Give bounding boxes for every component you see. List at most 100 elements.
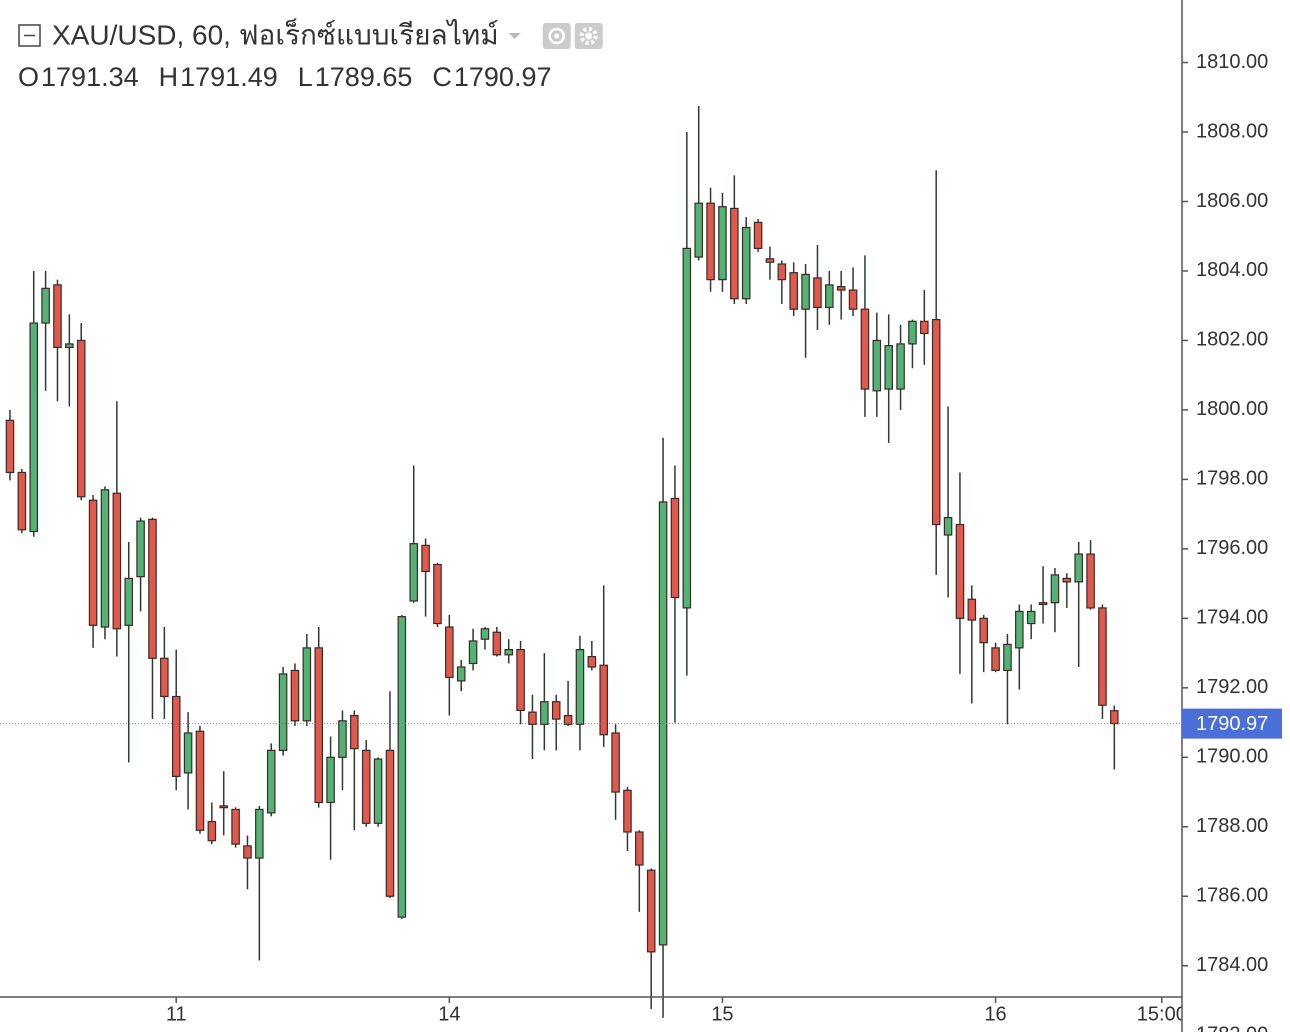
candle-body [646,869,656,953]
y-tick-label: 1798.00 [1196,468,1268,490]
candle-body [112,492,122,630]
candle-body [920,320,929,335]
candle-body [1074,553,1083,583]
y-tick-label: 1790.00 [1196,746,1268,768]
candle-body [338,720,347,758]
y-tick-label: 1802.00 [1196,329,1268,351]
candle-body [53,284,62,348]
candle-body [17,471,27,531]
candle-body [148,518,157,659]
candle-body [848,289,858,310]
candle-body [160,657,169,698]
candle-body [753,221,763,249]
candle-body [1050,574,1060,604]
ohlc-value: 1791.49 [180,62,278,92]
candle-body [1062,577,1072,583]
candle-body [991,647,1000,672]
candle-body [195,730,205,831]
candle-body [789,272,798,310]
candle-body [266,749,276,814]
candle-body [682,247,692,609]
candle-body [350,715,359,750]
candle-body [492,631,502,656]
ohlc-label: O [18,62,39,92]
candle-body [468,640,478,665]
header-icons [542,23,603,49]
candle-body [480,628,490,640]
last-price-label: 1790.97 [1196,713,1268,735]
candle-body [409,543,418,602]
y-tick-label: 1792.00 [1196,676,1268,698]
x-tick-label: 11 [166,1003,187,1025]
candle-body [955,523,965,619]
candle-body [1003,643,1012,672]
candle-body [979,617,988,644]
ohlc-label: L [298,62,313,92]
y-tick-label: 1796.00 [1196,537,1268,559]
candle-body [706,202,715,281]
ohlc-value: 1790.97 [454,62,552,92]
dropdown-caret[interactable] [508,33,521,39]
x-axis: 11 14 15 16 15:00 [166,997,1187,1025]
candle-body [1026,610,1036,625]
candle-body [207,820,217,842]
x-tick-label: 15:00 [1137,1003,1187,1025]
candle-body [373,758,383,824]
candle-body [278,673,288,751]
y-tick-label: 1808.00 [1196,120,1268,142]
x-tick-label: 16 [984,1003,1006,1025]
candle-body [943,517,953,536]
gear-center [585,32,593,40]
candle-body [836,285,846,291]
candle-body [551,701,561,720]
candle-body [860,308,870,390]
gear-icon [579,27,598,45]
candle-body [670,497,680,599]
candle-body [302,647,312,722]
chart-title: XAU/USD, 60, ฟอเร็กซ์แบบเรียลไทม์ [52,17,499,50]
candle-body [623,789,632,833]
candle-body [397,616,407,918]
y-tick-label: 1806.00 [1196,190,1268,212]
candle-body [516,649,525,712]
y-tick-label: 1800.00 [1196,398,1268,420]
plot-area [0,105,1182,1018]
candle-body [730,207,739,300]
candle-body [528,711,537,725]
collapse-icon[interactable] [18,24,41,47]
ohlc-label: C [432,62,452,92]
candle-body [611,732,620,793]
y-tick-label: 1786.00 [1196,885,1268,907]
candle-body [884,345,893,390]
candle-body [361,749,371,824]
candle-body [801,273,810,310]
candle-body [587,655,597,668]
candle-body [563,715,573,725]
candle-body [931,318,941,526]
candle-body [290,669,300,722]
candle-body [1038,602,1048,606]
candle-body [326,756,335,804]
y-tick-label: 1794.00 [1196,607,1268,629]
candle-body [694,202,703,258]
ohlc-value: 1789.65 [315,62,413,92]
candle-body [1086,553,1095,609]
candle-body [967,598,977,621]
candle-body [124,577,134,626]
candle-body [219,805,228,809]
candle-body [896,343,905,390]
candle-body [635,831,644,866]
eye-pupil [554,33,560,39]
legend-header: XAU/USD, 60, ฟอเร็กซ์แบบเรียลไทม์ O 1791.… [18,17,603,92]
ohlc-value: 1791.34 [41,62,139,92]
candle-body [29,322,39,533]
candle-body [813,277,822,309]
candle-body [445,626,454,679]
x-tick-label: 15 [711,1003,733,1025]
candle-body [540,701,549,725]
candle-body [1098,607,1107,706]
y-tick-label: 1784.00 [1196,954,1268,976]
